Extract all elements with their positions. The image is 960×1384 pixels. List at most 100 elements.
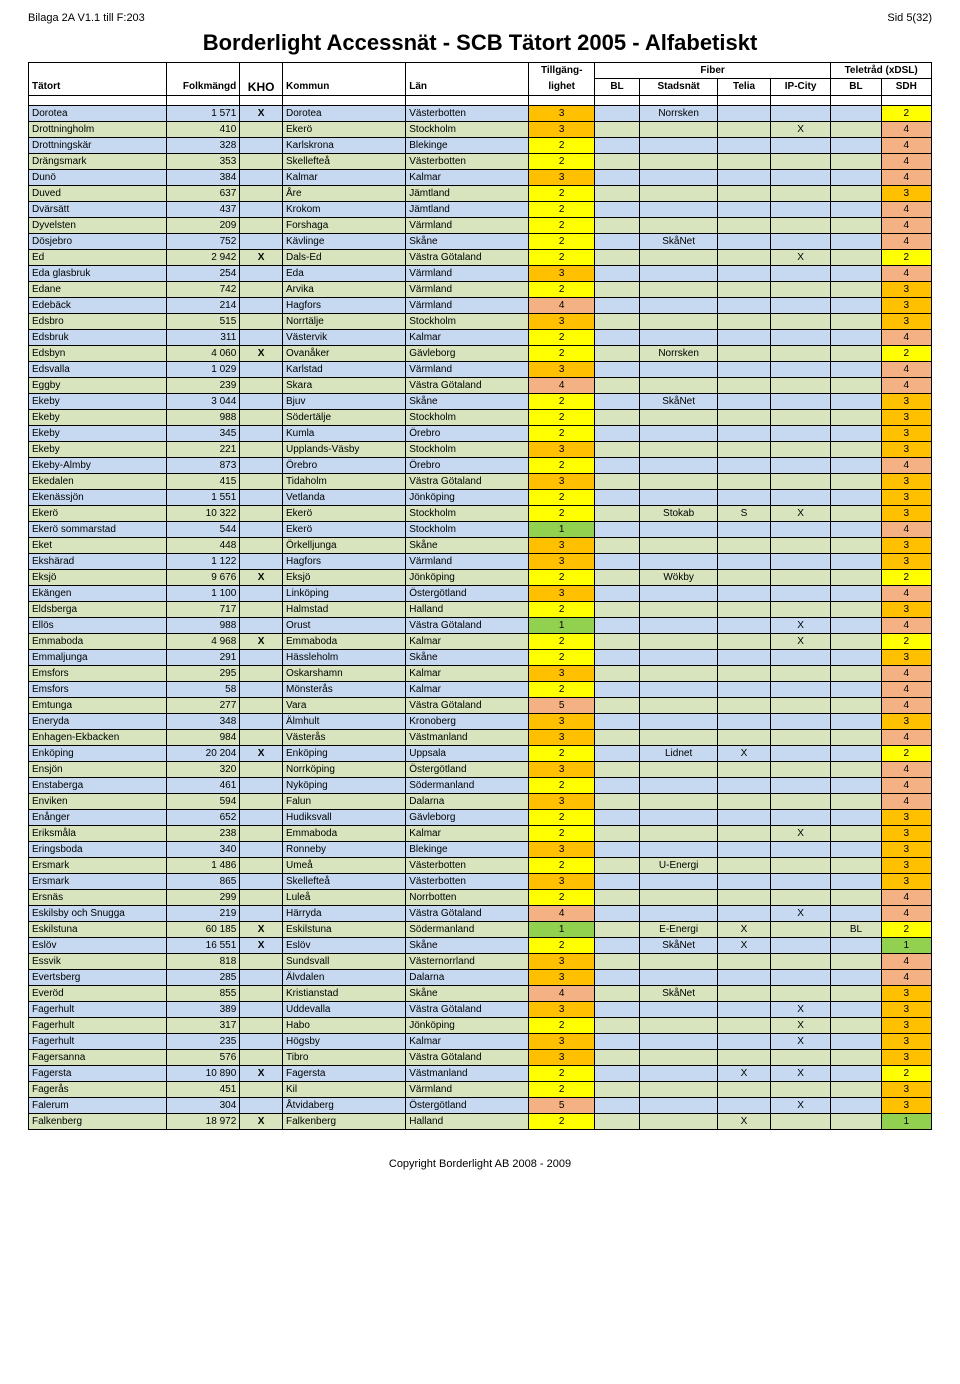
cell xyxy=(831,457,881,473)
cell: Eggby xyxy=(29,377,167,393)
cell xyxy=(240,1097,283,1113)
cell xyxy=(831,905,881,921)
cell: 2 xyxy=(529,889,594,905)
cell xyxy=(831,537,881,553)
cell xyxy=(770,601,830,617)
cell xyxy=(594,137,639,153)
cell xyxy=(831,937,881,953)
cell: Örebro xyxy=(283,457,406,473)
cell xyxy=(240,505,283,521)
cell xyxy=(240,601,283,617)
cell: Jönköping xyxy=(406,489,529,505)
table-row: Fagersanna576TibroVästra Götaland33 xyxy=(29,1049,932,1065)
cell xyxy=(770,1049,830,1065)
cell: Ekerö xyxy=(283,121,406,137)
cell: 2 xyxy=(529,505,594,521)
cell xyxy=(240,297,283,313)
cell xyxy=(831,665,881,681)
cell: Skåne xyxy=(406,537,529,553)
cell: 4 xyxy=(881,969,931,985)
cell: Dyvelsten xyxy=(29,217,167,233)
cell xyxy=(770,569,830,585)
table-row: Fagerås451KilVärmland23 xyxy=(29,1081,932,1097)
cell: Emmaljunga xyxy=(29,649,167,665)
cell xyxy=(240,1049,283,1065)
table-row: Dyvelsten209ForshagaVärmland24 xyxy=(29,217,932,233)
cell xyxy=(831,761,881,777)
cell xyxy=(770,217,830,233)
cell xyxy=(240,121,283,137)
cell: 4 xyxy=(529,377,594,393)
cell xyxy=(831,793,881,809)
page: Bilaga 2A V1.1 till F:203 Sid 5(32) Bord… xyxy=(0,0,960,1190)
hdr-folk: Folkmängd xyxy=(167,79,240,96)
cell xyxy=(640,185,718,201)
cell xyxy=(718,1017,771,1033)
cell: 58 xyxy=(167,681,240,697)
cell: Värmland xyxy=(406,553,529,569)
cell xyxy=(640,649,718,665)
cell: Emsfors xyxy=(29,665,167,681)
table-row: Edane742ArvikaVärmland23 xyxy=(29,281,932,297)
cell: 3 xyxy=(529,265,594,281)
cell: Västra Götaland xyxy=(406,697,529,713)
cell: 20 204 xyxy=(167,745,240,761)
cell: Östergötland xyxy=(406,1097,529,1113)
table-row: Emtunga277VaraVästra Götaland54 xyxy=(29,697,932,713)
cell: 2 xyxy=(529,409,594,425)
cell: SkåNet xyxy=(640,393,718,409)
table-row: Enköping20 204XEnköpingUppsala2LidnetX2 xyxy=(29,745,932,761)
cell: Åtvidaberg xyxy=(283,1097,406,1113)
cell: Örebro xyxy=(406,425,529,441)
cell xyxy=(718,1001,771,1017)
cell: 3 xyxy=(529,841,594,857)
cell xyxy=(831,265,881,281)
cell xyxy=(594,681,639,697)
cell: Arvika xyxy=(283,281,406,297)
cell: 3 xyxy=(529,873,594,889)
cell: Ekerö xyxy=(283,505,406,521)
cell: SkåNet xyxy=(640,233,718,249)
table-row: Emmaboda4 968XEmmabodaKalmar2X2 xyxy=(29,633,932,649)
cell xyxy=(831,841,881,857)
cell: X xyxy=(718,745,771,761)
cell: Eldsberga xyxy=(29,601,167,617)
cell: 209 xyxy=(167,217,240,233)
cell: 3 xyxy=(881,185,931,201)
cell: Stockholm xyxy=(406,521,529,537)
cell: 238 xyxy=(167,825,240,841)
cell xyxy=(718,105,771,121)
cell: Älvdalen xyxy=(283,969,406,985)
cell: Hagfors xyxy=(283,297,406,313)
cell xyxy=(240,153,283,169)
cell xyxy=(718,393,771,409)
cell xyxy=(640,329,718,345)
hdr-bl1: BL xyxy=(594,79,639,96)
cell xyxy=(240,617,283,633)
cell xyxy=(594,793,639,809)
table-row: Eskilstuna60 185XEskilstunaSödermanland1… xyxy=(29,921,932,937)
cell: Ekenässjön xyxy=(29,489,167,505)
cell: X xyxy=(770,1017,830,1033)
cell: Emmaboda xyxy=(283,825,406,841)
cell: 2 xyxy=(529,1113,594,1129)
cell: 3 xyxy=(529,953,594,969)
cell: Eriksmåla xyxy=(29,825,167,841)
cell xyxy=(831,169,881,185)
hdr-tatort: Tätort xyxy=(29,79,167,96)
cell: Skara xyxy=(283,377,406,393)
cell xyxy=(240,953,283,969)
cell: Örkelljunga xyxy=(283,537,406,553)
cell xyxy=(640,377,718,393)
cell: 4 xyxy=(881,217,931,233)
cell xyxy=(240,281,283,297)
spacer-row xyxy=(29,95,932,105)
cell: Jönköping xyxy=(406,569,529,585)
cell: Lidnet xyxy=(640,745,718,761)
cell: Emmaboda xyxy=(29,633,167,649)
cell: 2 xyxy=(529,137,594,153)
cell: Gävleborg xyxy=(406,345,529,361)
cell xyxy=(770,425,830,441)
footer: Copyright Borderlight AB 2008 - 2009 xyxy=(28,1158,932,1170)
cell: 1 100 xyxy=(167,585,240,601)
